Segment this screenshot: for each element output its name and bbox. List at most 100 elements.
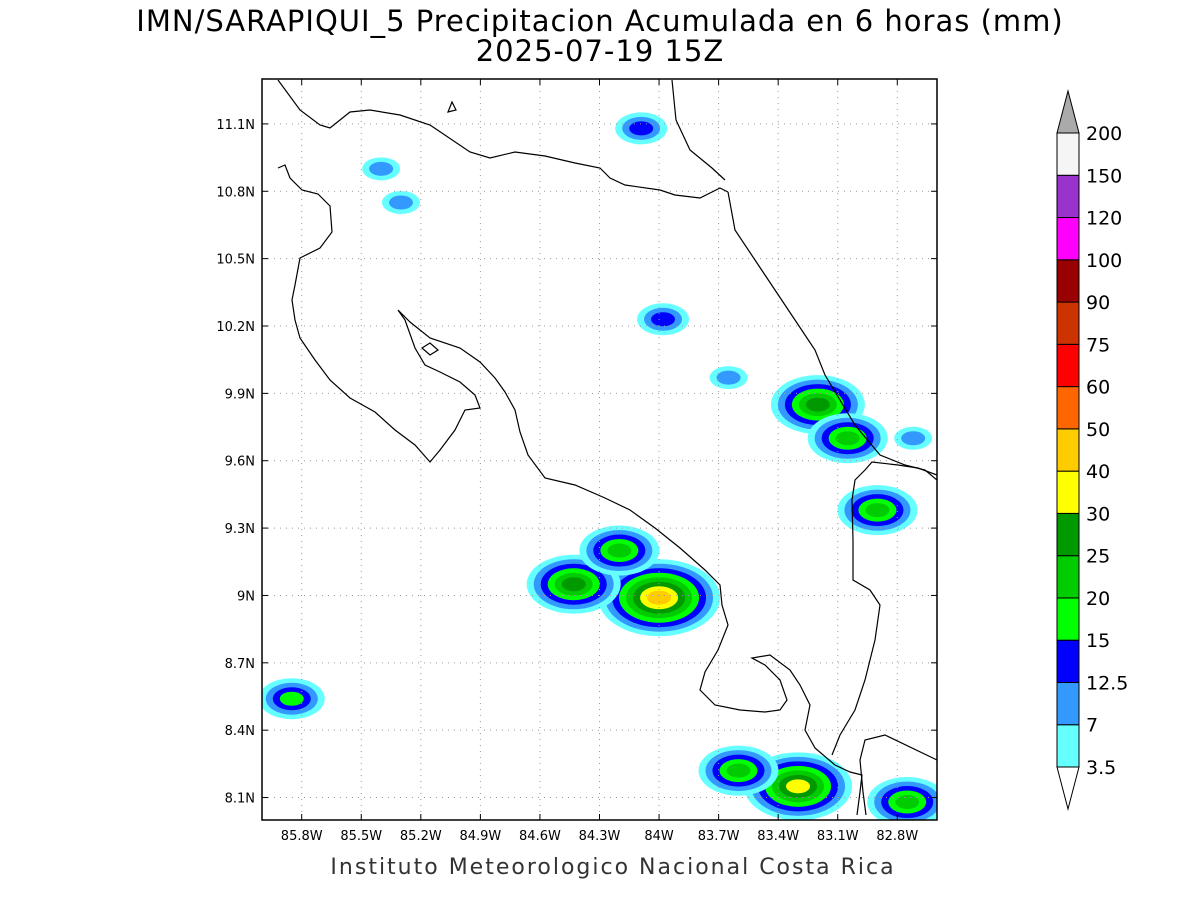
precip-contour [647,590,672,605]
lon-tick-label: 84W [644,829,674,844]
colorbar-label: 60 [1086,377,1110,399]
colorbar-segment [1056,639,1080,683]
precip-cell [698,745,779,796]
lon-tick-label: 84.3W [579,829,621,844]
precip-contour [835,431,860,446]
colorbar-label: 20 [1086,588,1110,610]
colorbar-segment [1056,301,1080,345]
panama-inland-border [831,461,937,756]
colorbar-label: 75 [1086,334,1110,356]
caribbean-coast [727,191,937,481]
precip-cell [837,485,918,536]
colorbar-label: 25 [1086,546,1110,568]
pacific-coast [277,164,863,816]
precip-contour [388,195,413,210]
colorbar-label: 120 [1086,208,1122,230]
lon-tick-label: 85.5W [340,829,382,844]
precip-contour [607,543,632,558]
colorbar-label: 90 [1086,292,1110,314]
lat-tick-label: 9N [237,589,255,604]
precip-contour [786,779,811,794]
colorbar-segment [1056,512,1080,557]
lat-tick-label: 9.3N [225,522,255,537]
precip-cell [709,366,748,390]
colorbar-segment [1056,681,1080,726]
nicaragua-border [277,79,729,199]
precip-contour [561,577,586,592]
colorbar-label: 3.5 [1086,757,1116,779]
colorbar-label: 200 [1086,123,1122,145]
colorbar-label: 12.5 [1086,672,1128,694]
colorbar-label: 30 [1086,503,1110,525]
colorbar-segment [1056,597,1080,641]
lat-tick-label: 11.1N [216,118,255,133]
precip-cell [598,559,721,637]
colorbar-segment [1056,174,1080,219]
precip-contour [805,397,830,412]
footer-credit: Instituto Meteorologico Nacional Costa R… [330,855,896,880]
axis-ticks: 85.8W 85.5W 85.2W 84.9W 84.6W 84.3W 84W 83.7W 83… [216,79,937,844]
map-title: IMN/SARAPIQUI_5 Precipitacion Acumulada … [136,4,1064,38]
colorbar-segment [1056,470,1080,514]
lon-tick-label: 84.6W [519,829,561,844]
nicaragua-caribbean-coast [671,79,726,181]
precip-contour [895,795,920,810]
colorbar-label: 40 [1086,461,1110,483]
lat-tick-label: 9.9N [225,387,255,402]
map-subtitle-datetime: 2025-07-19 15Z [475,34,725,68]
colorbar-segment [1056,386,1080,430]
precip-cell [381,191,420,214]
precip-cell [262,678,325,720]
lon-tick-label: 84.9W [459,829,501,844]
colorbar-segment [1056,259,1080,303]
lon-tick-label: 83.7W [698,829,740,844]
colorbar-label: 7 [1086,715,1098,737]
lon-tick-label: 82.8W [876,829,918,844]
isla-small [447,100,457,113]
colorbar-segment [1056,343,1080,388]
precip-contour [279,691,304,706]
isla-chira [420,342,440,356]
precip-cell [637,303,690,336]
colorbar-segment [1056,555,1080,599]
colorbar-above-arrow [1056,89,1080,134]
colorbar-label: 15 [1086,630,1110,652]
precip-cell [362,157,401,181]
lon-tick-label: 85.2W [400,829,442,844]
lat-tick-label: 8.4N [225,724,255,739]
precip-contour [901,431,926,446]
lat-tick-label: 10.2N [216,320,255,335]
colorbar-label: 50 [1086,419,1110,441]
precip-contour [865,503,890,518]
precip-cell [615,112,668,145]
coastlines-borders [277,79,937,816]
lon-tick-label: 85.8W [281,829,323,844]
colorbar-segment [1056,132,1080,176]
lat-tick-label: 10.8N [216,185,255,200]
precip-cell [867,777,937,820]
precip-contour [629,121,654,136]
precipitation-layer [262,112,937,820]
panama-border [859,734,937,816]
lat-tick-label: 8.1N [225,792,255,807]
colorbar-below-arrow [1056,766,1080,811]
colorbar-segment [1056,217,1080,261]
precip-contour [651,312,676,327]
precip-contour [716,370,741,385]
colorbar-label: 150 [1086,165,1122,187]
precip-contour [369,161,394,176]
lat-tick-label: 9.6N [225,455,255,470]
color-legend: 3.5 7 12.5 15 20 25 30 40 50 60 75 90 100 120 150 200 [1056,89,1128,811]
lon-tick-label: 83.1W [817,829,859,844]
lat-tick-label: 8.7N [225,657,255,672]
colorbar-segment [1056,428,1080,472]
lon-tick-label: 83.4W [757,829,799,844]
colorbar-segment [1056,724,1080,768]
precip-cell [894,426,933,450]
lat-tick-label: 10.5N [216,253,255,268]
precip-contour [726,763,751,778]
precip-cell [579,525,660,576]
precip-cell [807,413,888,464]
colorbar-label: 100 [1086,250,1122,272]
